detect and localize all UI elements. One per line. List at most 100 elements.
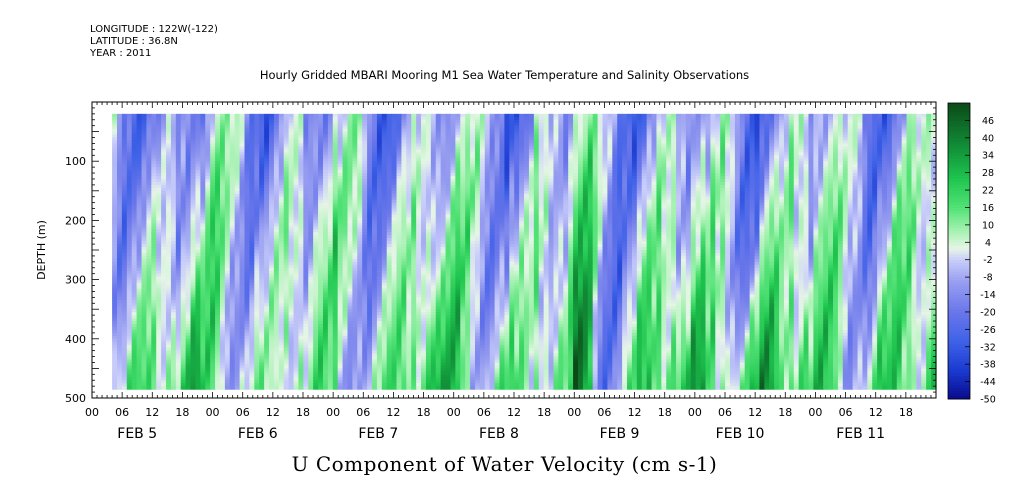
- field-cell: [224, 116, 231, 121]
- field-cell: [229, 190, 236, 195]
- field-cell: [342, 341, 349, 346]
- field-cell: [298, 235, 304, 239]
- field-cell: [185, 374, 192, 378]
- field-cell: [166, 196, 172, 201]
- field-cell: [117, 252, 123, 257]
- field-cell: [215, 158, 221, 162]
- field-cell: [239, 173, 246, 177]
- field-cell: [146, 365, 152, 369]
- field-cell: [254, 235, 260, 239]
- field-cell: [156, 128, 162, 133]
- field-cell: [264, 125, 270, 130]
- field-cell: [190, 122, 197, 127]
- field-cell: [254, 196, 260, 201]
- field-cell: [278, 128, 285, 133]
- field-cell: [175, 341, 182, 346]
- field-cell: [175, 181, 182, 186]
- field-cell: [210, 362, 216, 367]
- field-cell: [318, 285, 324, 290]
- field-cell: [210, 235, 216, 239]
- field-cell: [259, 202, 265, 207]
- field-cell: [269, 291, 275, 295]
- field-cell: [327, 116, 334, 121]
- field-cell: [347, 205, 353, 210]
- field-cell: [136, 297, 143, 301]
- field-cell: [136, 232, 143, 236]
- field-cell: [180, 318, 187, 322]
- field-cell: [288, 306, 295, 310]
- field-cell: [342, 335, 349, 340]
- field-cell: [313, 347, 319, 352]
- field-cell: [136, 300, 143, 304]
- field-cell: [283, 190, 290, 195]
- field-cell: [205, 264, 211, 269]
- field-cell: [161, 116, 167, 121]
- field-cell: [337, 122, 344, 127]
- field-cell: [259, 359, 265, 364]
- field-cell: [234, 211, 241, 216]
- field-cell: [234, 140, 241, 145]
- field-cell: [288, 250, 295, 254]
- field-cell: [117, 247, 123, 251]
- field-cell: [215, 386, 221, 390]
- field-cell: [278, 353, 285, 358]
- field-cell: [318, 199, 324, 204]
- field-cell: [357, 341, 363, 346]
- field-cell: [224, 321, 231, 325]
- field-cell: [161, 181, 167, 186]
- field-cell: [234, 368, 241, 372]
- field-cell: [131, 374, 138, 378]
- field-cell: [303, 350, 309, 355]
- field-cell: [229, 119, 236, 124]
- field-cell: [249, 220, 255, 224]
- field-cell: [244, 359, 251, 364]
- field-cell: [283, 250, 290, 254]
- field-cell: [367, 202, 373, 207]
- field-cell: [313, 223, 319, 227]
- field-cell: [269, 181, 275, 186]
- field-cell: [131, 241, 138, 245]
- field-cell: [234, 173, 241, 177]
- field-cell: [303, 371, 309, 375]
- field-cell: [215, 335, 221, 340]
- field-cell: [141, 146, 148, 150]
- field-cell: [352, 276, 358, 281]
- field-cell: [180, 386, 187, 390]
- field-cell: [190, 300, 197, 304]
- field-cell: [269, 383, 275, 387]
- field-cell: [352, 338, 358, 343]
- field-cell: [161, 235, 167, 239]
- field-cell: [166, 164, 172, 168]
- field-cell: [322, 146, 329, 150]
- field-cell: [234, 371, 241, 375]
- field-cell: [200, 113, 206, 118]
- field-cell: [112, 300, 118, 304]
- field-cell: [362, 315, 368, 319]
- field-cell: [185, 324, 192, 328]
- field-cell: [337, 119, 344, 124]
- field-cell: [254, 365, 260, 369]
- field-cell: [313, 134, 319, 139]
- field-cell: [298, 143, 304, 147]
- field-cell: [288, 116, 295, 121]
- field-cell: [347, 335, 353, 340]
- field-cell: [264, 244, 270, 248]
- field-cell: [337, 297, 344, 301]
- field-cell: [347, 338, 353, 343]
- field-cell: [185, 170, 192, 174]
- field-cell: [234, 377, 241, 381]
- field-cell: [205, 270, 211, 275]
- field-cell: [254, 371, 260, 375]
- field-cell: [269, 318, 275, 322]
- field-cell: [278, 184, 285, 189]
- field-cell: [372, 208, 378, 213]
- field-cell: [215, 282, 221, 287]
- field-cell: [322, 362, 329, 367]
- field-cell: [136, 264, 143, 269]
- field-cell: [303, 368, 309, 372]
- field-cell: [131, 214, 138, 219]
- field-cell: [313, 386, 319, 390]
- field-cell: [117, 338, 123, 343]
- field-cell: [372, 170, 378, 174]
- field-cell: [357, 315, 363, 319]
